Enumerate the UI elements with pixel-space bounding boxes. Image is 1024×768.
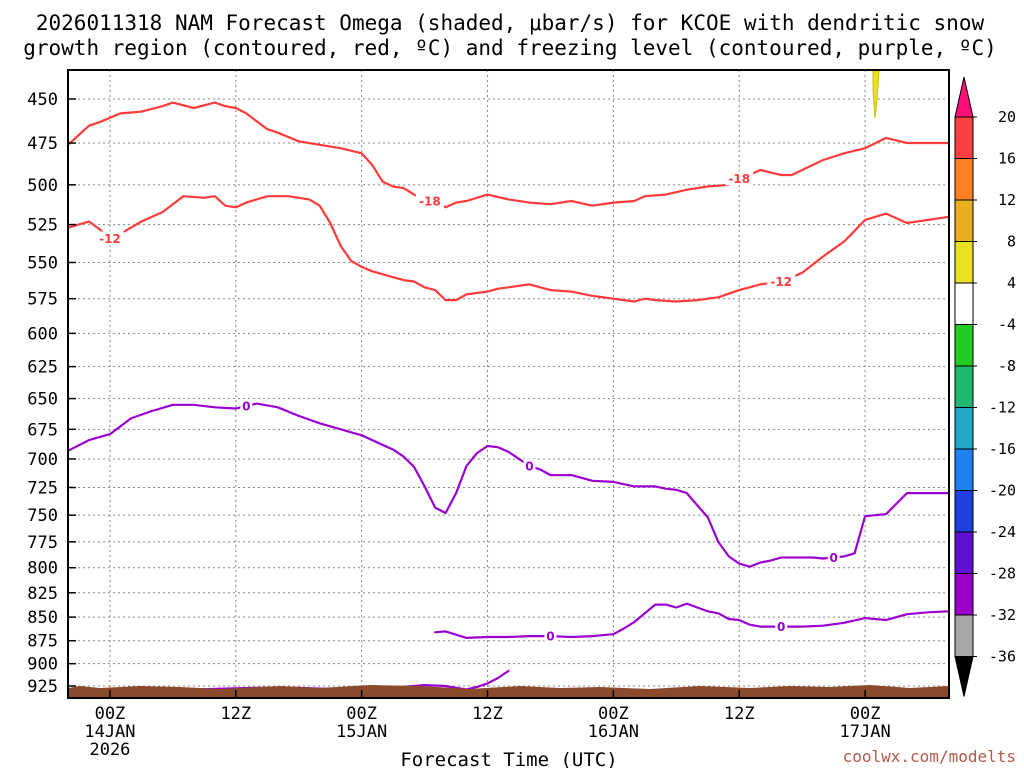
- x-tick-label: 15JAN: [336, 722, 387, 742]
- contour-label-bg: [725, 171, 754, 186]
- colorbar-label: -4: [998, 316, 1016, 334]
- colorbar-label: -8: [998, 357, 1016, 375]
- y-tick-label: 500: [27, 176, 58, 196]
- contour-line-3: [434, 602, 951, 640]
- chart-title-line-1: 2026011318 NAM Forecast Omega (shaded, μ…: [36, 11, 985, 35]
- colorbar-swatch: [954, 614, 974, 657]
- colorbar-swatch: [954, 573, 974, 616]
- contour-label-bg: [523, 458, 536, 473]
- colorbar-swatch: [954, 241, 974, 284]
- y-tick-label: 775: [27, 533, 58, 553]
- y-tick-label: 650: [27, 390, 58, 410]
- credit-text: coolwx.com/modelts: [843, 747, 1016, 766]
- colorbar-label: -24: [989, 523, 1016, 541]
- colorbar-swatch: [954, 282, 974, 325]
- x-tick-label: 12Z: [220, 704, 251, 724]
- x-tick-label: 00Z: [850, 704, 881, 724]
- contour-label: 0: [777, 620, 785, 634]
- colorbar-label: -20: [989, 482, 1016, 500]
- y-tick-label: 750: [27, 506, 58, 526]
- y-tick-label: 700: [27, 450, 58, 470]
- contour-label-bg: [95, 231, 124, 246]
- colorbar-swatch: [954, 116, 974, 159]
- colorbar-swatch: [954, 531, 974, 574]
- chart-title-line-2: growth region (contoured, red, ºC) and f…: [23, 36, 997, 60]
- y-tick-label: 875: [27, 632, 58, 652]
- y-tick-label: 575: [27, 290, 58, 310]
- x-tick-label: 00Z: [598, 704, 629, 724]
- contour-label: -12: [770, 275, 792, 289]
- contour-line-0: [66, 101, 951, 209]
- y-tick-label: 600: [27, 324, 58, 344]
- colorbar-label: -16: [989, 440, 1016, 458]
- y-tick-label: 450: [27, 90, 58, 110]
- grid-lines: [68, 70, 949, 698]
- contour-label-bg: [767, 274, 796, 289]
- contour-label-bg: [544, 629, 557, 644]
- x-axis-title: Forecast Time (UTC): [400, 749, 617, 768]
- colorbar-label: 8: [1007, 233, 1016, 251]
- colorbar-swatch: [954, 490, 974, 533]
- contour-label: -18: [728, 172, 750, 186]
- y-tick-label: 675: [27, 420, 58, 440]
- contour-label-bg: [415, 193, 444, 208]
- x-tick-label: 12Z: [472, 704, 503, 724]
- colorbar-top-arrow: [954, 76, 974, 118]
- contour-label: -18: [419, 194, 441, 208]
- contour-label: 0: [242, 400, 250, 414]
- contour-label-bg: [775, 619, 788, 634]
- x-tick-label: 00Z: [346, 704, 377, 724]
- plot-area: [68, 70, 949, 698]
- contour-label: 0: [829, 551, 837, 565]
- contour-label-bg: [240, 399, 253, 414]
- x-tick-label: 17JAN: [840, 722, 891, 742]
- contour-line-1: [66, 195, 951, 303]
- colorbar-label: 12: [998, 191, 1016, 209]
- x-tick-label: 14JAN: [84, 722, 135, 742]
- colorbar-label: 4: [1007, 274, 1016, 292]
- colorbar-label: -32: [989, 606, 1016, 624]
- colorbar-label: -12: [989, 399, 1016, 417]
- y-tick-label: 525: [27, 216, 58, 236]
- y-tick-label: 900: [27, 655, 58, 675]
- y-tick-label: 800: [27, 559, 58, 579]
- y-tick-label: 725: [27, 479, 58, 499]
- colorbar-label: 20: [998, 108, 1016, 126]
- y-tick-label: 475: [27, 134, 58, 154]
- colorbar-bottom-arrow: [954, 656, 974, 697]
- contour-label: 0: [525, 459, 533, 473]
- terrain-surface: [68, 685, 949, 698]
- contour-label: 0: [546, 630, 554, 644]
- colorbar-label: -28: [989, 565, 1016, 583]
- y-axis-ticks: 450 475 500 525 550 575 600 625 650 675 700 725 750 7…: [27, 90, 76, 697]
- colorbar-swatch: [954, 324, 974, 367]
- y-tick-label: 850: [27, 608, 58, 628]
- colorbar-swatch: [954, 158, 974, 201]
- x-tick-label: 00Z: [95, 704, 126, 724]
- y-tick-label: 550: [27, 253, 58, 273]
- y-tick-label: 625: [27, 358, 58, 378]
- colorbar: 20 16 12 8 4 -4 -8 -12 -16 -20 -24 -28 -32 -36: [954, 76, 1016, 697]
- colorbar-label: -36: [989, 648, 1016, 666]
- y-tick-label: 925: [27, 677, 58, 697]
- x-tick-label: 12Z: [724, 704, 755, 724]
- contour-labels: -18 -18 -12 -12 0 0 0 0 0: [95, 171, 840, 644]
- plot-frame: [67, 69, 950, 699]
- colorbar-swatch: [954, 448, 974, 491]
- contour-label-bg: [827, 550, 840, 565]
- y-tick-label: 825: [27, 584, 58, 604]
- colorbar-swatch: [954, 199, 974, 242]
- contour-label: -12: [99, 232, 121, 246]
- colorbar-label: 16: [998, 150, 1016, 168]
- x-tick-label: 16JAN: [588, 722, 639, 742]
- colorbar-swatch: [954, 407, 974, 450]
- colorbar-swatch: [954, 365, 974, 408]
- x-tick-label: 2026: [89, 740, 130, 760]
